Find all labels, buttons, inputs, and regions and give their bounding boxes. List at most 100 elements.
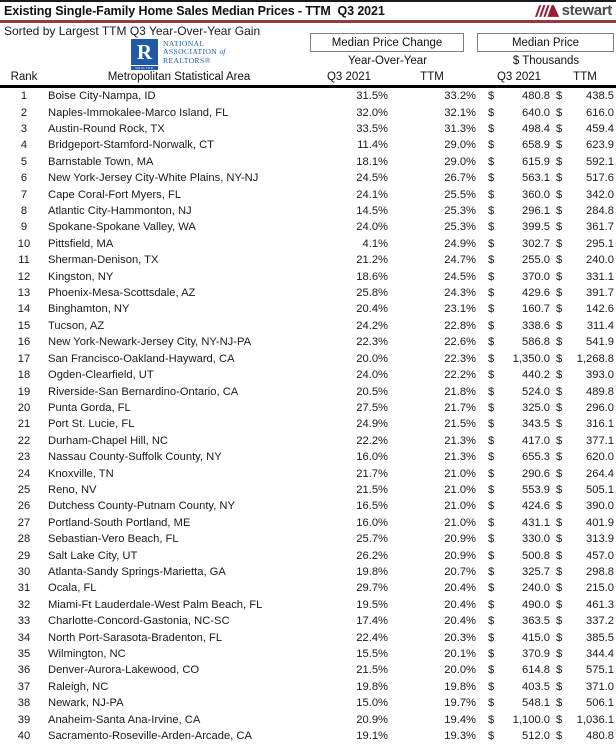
dollar-sign: $ <box>488 90 495 103</box>
stewart-logo: stewart <box>534 3 612 18</box>
dollar-sign: $ <box>556 500 563 513</box>
q3-median-price-cell: $480.8 <box>488 90 550 102</box>
dollar-sign: $ <box>556 385 563 398</box>
price-value: 457.0 <box>586 549 614 562</box>
rank-cell: 9 <box>20 221 28 234</box>
rank-cell: 4 <box>20 139 28 152</box>
rank-cell: 28 <box>17 533 31 546</box>
q3-yoy-change-cell: 24.2% <box>356 319 388 332</box>
column-header-q3-change: Q3 2021 <box>326 70 372 83</box>
rank-cell: 8 <box>20 205 28 218</box>
header-rule <box>0 85 616 88</box>
metro-area-cell: Naples-Immokalee-Marco Island, FL <box>48 106 229 119</box>
table-row: 20 Punta Gorda, FL 27.5% 21.7% $325.0 $296.0 <box>0 400 616 416</box>
dollar-sign: $ <box>488 631 495 644</box>
price-value: 616.0 <box>586 106 614 119</box>
dollar-sign: $ <box>556 90 563 103</box>
price-value: 563.1 <box>522 172 550 185</box>
ttm-median-price-cell: $541.9 <box>556 336 614 348</box>
ttm-median-price-cell: $142.6 <box>556 303 614 315</box>
dollar-sign: $ <box>556 123 563 136</box>
price-value: 370.9 <box>522 648 550 661</box>
q3-median-price-cell: $360.0 <box>488 189 550 201</box>
ttm-median-price-cell: $1,268.8 <box>556 353 614 365</box>
q3-median-price-cell: $370.0 <box>488 271 550 283</box>
metro-area-cell: Cape Coral-Fort Myers, FL <box>48 188 182 201</box>
rank-cell: 14 <box>17 303 31 316</box>
ttm-median-price-cell: $1,036.1 <box>556 714 614 726</box>
price-value: 311.4 <box>586 319 614 332</box>
rank-cell: 27 <box>17 516 31 529</box>
q3-median-price-cell: $431.1 <box>488 517 550 529</box>
rank-cell: 19 <box>17 385 31 398</box>
q3-yoy-change-cell: 19.8% <box>356 680 388 693</box>
rank-cell: 39 <box>17 713 31 726</box>
price-value: 393.0 <box>586 369 614 382</box>
page-title: Existing Single-Family Home Sales Median… <box>4 4 385 18</box>
q3-yoy-change-cell: 29.7% <box>356 582 388 595</box>
price-value: 325.7 <box>522 565 550 578</box>
metro-area-cell: Boise City-Nampa, ID <box>48 90 156 103</box>
ttm-median-price-cell: $505.1 <box>556 484 614 496</box>
metro-area-cell: New York-Jersey City-White Plains, NY-NJ <box>48 172 259 185</box>
price-value: 489.8 <box>586 385 614 398</box>
ttm-yoy-change-cell: 32.1% <box>444 106 476 119</box>
ttm-median-price-cell: $344.4 <box>556 648 614 660</box>
price-value: 302.7 <box>522 237 550 250</box>
dollar-sign: $ <box>556 270 563 283</box>
table-row: 5 Barnstable Town, MA 18.1% 29.0% $615.9 $592… <box>0 154 616 170</box>
dollar-sign: $ <box>556 303 563 316</box>
dollar-sign: $ <box>488 401 495 414</box>
metro-area-cell: Reno, NV <box>48 483 97 496</box>
dollar-sign: $ <box>556 648 563 661</box>
q3-median-price-cell: $498.4 <box>488 123 550 135</box>
rank-cell: 2 <box>20 106 28 119</box>
ttm-median-price-cell: $517.6 <box>556 172 614 184</box>
price-value: 592.1 <box>586 155 614 168</box>
price-value: 500.8 <box>522 549 550 562</box>
price-value: 370.0 <box>522 270 550 283</box>
metro-area-cell: Portland-South Portland, ME <box>48 516 191 529</box>
price-value: 296.0 <box>586 401 614 414</box>
rank-cell: 37 <box>17 680 31 693</box>
dollar-sign: $ <box>488 713 495 726</box>
dollar-sign: $ <box>488 434 495 447</box>
q3-median-price-cell: $338.6 <box>488 320 550 332</box>
ttm-median-price-cell: $298.8 <box>556 566 614 578</box>
ttm-yoy-change-cell: 21.0% <box>444 467 476 480</box>
metro-area-cell: Phoenix-Mesa-Scottsdale, AZ <box>48 287 196 300</box>
price-value: 298.8 <box>586 565 614 578</box>
column-header-ttm-price: TTM <box>573 70 597 83</box>
ttm-yoy-change-cell: 33.2% <box>444 90 476 103</box>
price-value: 342.0 <box>586 188 614 201</box>
q3-median-price-cell: $1,350.0 <box>488 353 550 365</box>
q3-median-price-cell: $325.0 <box>488 402 550 414</box>
ttm-yoy-change-cell: 24.5% <box>444 270 476 283</box>
price-value: 385.5 <box>586 631 614 644</box>
price-value: 431.1 <box>522 516 550 529</box>
price-value: 461.3 <box>586 598 614 611</box>
table-row: 14 Binghamton, NY 20.4% 23.1% $160.7 $142.6 <box>0 301 616 317</box>
q3-yoy-change-cell: 21.7% <box>356 467 388 480</box>
q3-median-price-cell: $658.9 <box>488 139 550 151</box>
q3-yoy-change-cell: 24.0% <box>356 221 388 234</box>
ttm-yoy-change-cell: 21.0% <box>444 516 476 529</box>
q3-median-price-cell: $440.2 <box>488 369 550 381</box>
price-value: 417.0 <box>522 434 550 447</box>
table-row: 4 Bridgeport-Stamford-Norwalk, CT 11.4% 29.… <box>0 137 616 153</box>
dollar-sign: $ <box>488 237 495 250</box>
table-row: 25 Reno, NV 21.5% 21.0% $553.9 $505.1 <box>0 482 616 498</box>
ttm-median-price-cell: $295.1 <box>556 238 614 250</box>
price-value: 401.9 <box>586 516 614 529</box>
dollar-sign: $ <box>556 549 563 562</box>
ttm-median-price-cell: $461.3 <box>556 599 614 611</box>
rank-cell: 20 <box>17 401 31 414</box>
metro-area-cell: Sacramento-Roseville-Arden-Arcade, CA <box>48 730 252 743</box>
ttm-yoy-change-cell: 22.2% <box>444 369 476 382</box>
q3-median-price-cell: $490.0 <box>488 599 550 611</box>
q3-median-price-cell: $553.9 <box>488 484 550 496</box>
q3-median-price-cell: $363.5 <box>488 615 550 627</box>
ttm-median-price-cell: $623.9 <box>556 139 614 151</box>
dollar-sign: $ <box>488 319 495 332</box>
